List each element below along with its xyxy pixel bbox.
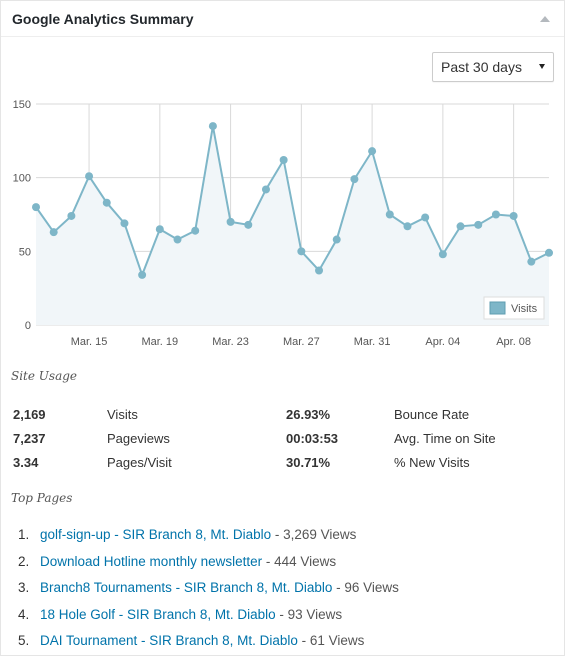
data-point — [102, 198, 111, 207]
widget-title: Google Analytics Summary — [12, 10, 194, 27]
data-point — [456, 222, 465, 231]
data-point — [49, 228, 58, 237]
site-usage-title: Site Usage — [11, 369, 78, 383]
new-visits-value: 30.71% — [286, 454, 331, 470]
page-views: - 61 Views — [297, 633, 365, 648]
data-point — [297, 247, 306, 256]
data-point — [155, 225, 164, 234]
data-point — [32, 203, 40, 212]
y-tick-label: 150 — [13, 99, 31, 111]
data-point — [545, 248, 553, 257]
data-point — [527, 257, 536, 266]
data-point — [191, 226, 200, 235]
data-point — [261, 185, 270, 194]
data-point — [226, 217, 235, 226]
page-views: - 93 Views — [275, 606, 343, 622]
x-tick-label: Mar. 31 — [354, 336, 391, 348]
data-point — [208, 122, 217, 131]
caret-down-icon — [539, 64, 545, 69]
visits-value: 2,169 — [13, 406, 46, 422]
pages-per-visit-value: 3.34 — [13, 454, 39, 470]
data-point — [332, 235, 341, 244]
x-tick-label: Mar. 27 — [283, 336, 320, 348]
list-item: 4. 18 Hole Golf - SIR Branch 8, Mt. Diabl… — [18, 602, 399, 629]
page-link[interactable]: DAI Tournament - SIR Branch 8, Mt. Diabl… — [40, 633, 298, 648]
x-tick-label: Mar. 15 — [71, 336, 108, 348]
x-tick-label: Apr. 04 — [425, 336, 460, 348]
data-point — [385, 210, 394, 219]
data-point — [244, 220, 253, 229]
list-item: 2. Download Hotline monthly newsletter - … — [18, 549, 399, 576]
site-usage-table: 2,169 Visits 26.93% Bounce Rate 7,237 Pa… — [13, 402, 496, 474]
data-point — [85, 172, 94, 181]
page-views: - 96 Views — [332, 580, 399, 595]
page-link[interactable]: golf-sign-up - SIR Branch 8, Mt. Diablo — [40, 527, 272, 542]
pageviews-value: 7,237 — [13, 430, 46, 446]
data-point — [138, 270, 147, 279]
page-views: - 444 Views — [262, 553, 337, 569]
legend-label: Visits — [511, 303, 538, 315]
x-tick-label: Mar. 23 — [212, 336, 249, 348]
data-point — [474, 220, 483, 229]
page-link[interactable]: Download Hotline monthly newsletter — [40, 553, 263, 569]
list-item: 1. golf-sign-up - SIR Branch 8, Mt. Diabl… — [18, 522, 399, 549]
data-point — [491, 210, 500, 219]
page-link[interactable]: Branch8 Tournaments - SIR Branch 8, Mt. … — [40, 580, 333, 595]
top-pages-list: 1. golf-sign-up - SIR Branch 8, Mt. Diabl… — [18, 522, 399, 655]
y-tick-label: 100 — [13, 173, 31, 185]
visits-chart: 0 50 100 150 Mar. 15 Mar. 19 Mar. 23 Mar. 27 Mar… — [13, 99, 553, 348]
new-visits-label: % New Visits — [394, 454, 470, 470]
pageviews-label: Pageviews — [107, 430, 170, 446]
data-point — [509, 211, 518, 220]
item-number: 5. — [18, 633, 30, 648]
list-item: 3. Branch8 Tournaments - SIR Branch 8, Mt… — [18, 575, 399, 602]
data-point — [368, 147, 377, 156]
data-point — [438, 250, 447, 259]
data-point — [173, 235, 182, 244]
widget-header: Google Analytics Summary — [1, 1, 564, 37]
list-item: 5. DAI Tournament - SIR Branch 8, Mt. Dia… — [18, 628, 399, 655]
bounce-rate-label: Bounce Rate — [394, 406, 470, 422]
data-point — [403, 222, 412, 231]
y-tick-label: 50 — [19, 246, 31, 258]
item-number: 1. — [18, 527, 30, 542]
item-number: 3. — [18, 580, 30, 595]
item-number: 4. — [18, 606, 30, 622]
visits-label: Visits — [107, 406, 138, 422]
usage-row: 7,237 Pageviews 00:03:53 Avg. Time on Si… — [13, 426, 496, 450]
top-pages-title: Top Pages — [11, 491, 73, 505]
usage-row: 2,169 Visits 26.93% Bounce Rate — [13, 402, 496, 426]
avg-time-value: 00:03:53 — [286, 430, 339, 446]
data-point — [421, 213, 430, 222]
data-point — [350, 175, 359, 184]
pages-per-visit-label: Pages/Visit — [107, 454, 172, 470]
data-point — [315, 266, 324, 275]
bounce-rate-value: 26.93% — [286, 406, 331, 422]
data-point — [120, 219, 129, 228]
legend-swatch — [489, 301, 506, 315]
page-views: - 3,269 Views — [271, 527, 357, 542]
avg-time-label: Avg. Time on Site — [394, 430, 496, 446]
usage-row: 3.34 Pages/Visit 30.71% % New Visits — [13, 450, 496, 474]
date-range-value: Past 30 days — [441, 59, 522, 75]
y-tick-label: 0 — [25, 320, 31, 332]
collapse-arrow-icon[interactable] — [540, 15, 550, 22]
date-range-select[interactable]: Past 30 days — [432, 52, 554, 82]
item-number: 2. — [18, 553, 30, 569]
x-tick-label: Apr. 08 — [496, 336, 531, 348]
x-tick-label: Mar. 19 — [141, 336, 178, 348]
visits-area — [36, 126, 549, 325]
data-point — [67, 211, 76, 220]
page-link[interactable]: 18 Hole Golf - SIR Branch 8, Mt. Diablo — [40, 606, 276, 622]
data-point — [279, 155, 288, 164]
